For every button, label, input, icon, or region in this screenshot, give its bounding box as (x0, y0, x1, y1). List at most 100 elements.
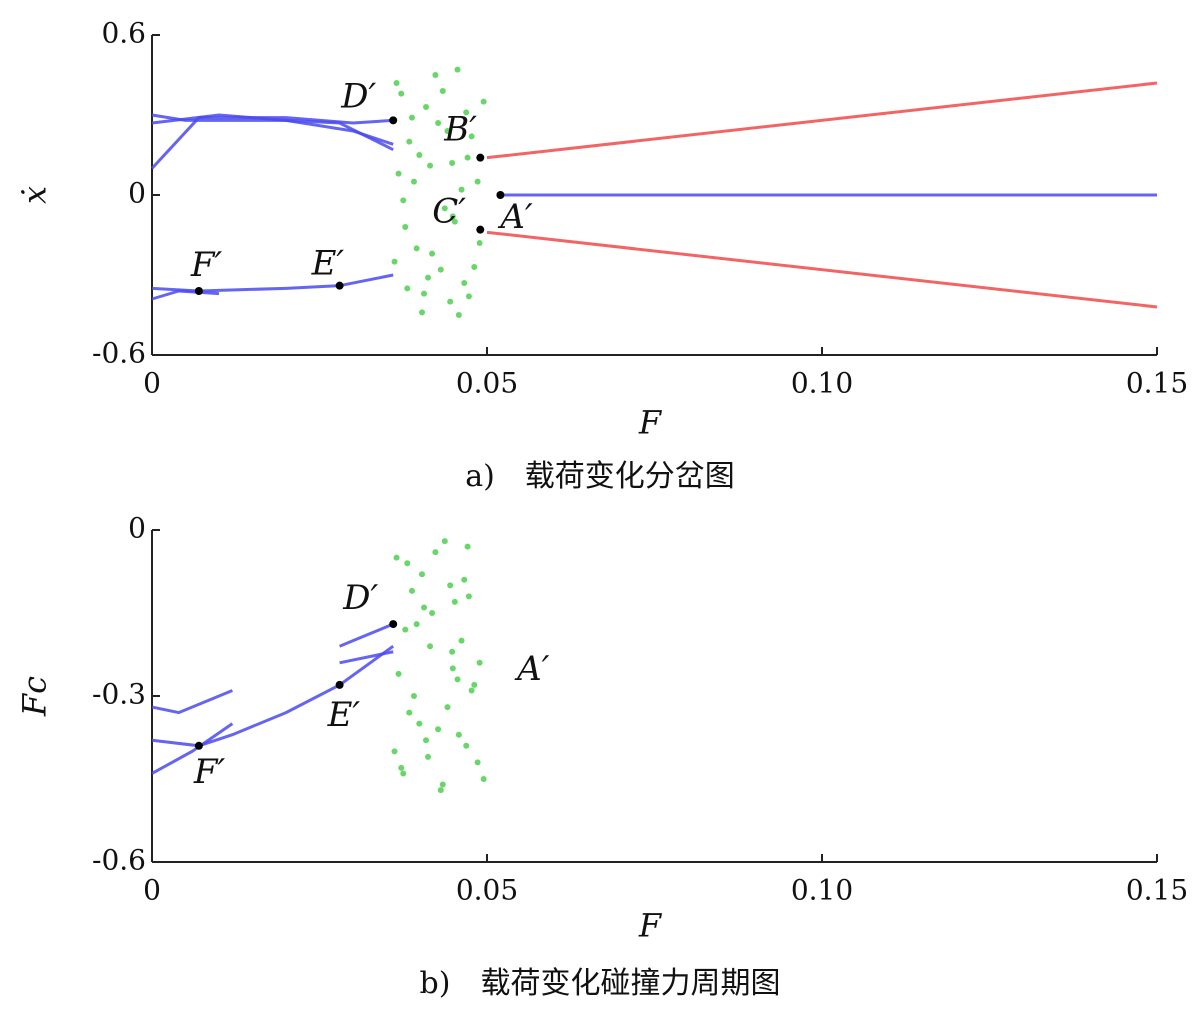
chaos-point (395, 670, 402, 677)
x-tick-label: 0.15 (1126, 874, 1188, 907)
point-label: F′ (193, 752, 226, 792)
chaos-point (429, 610, 436, 616)
marked-point (335, 680, 344, 689)
chaos-point (480, 98, 487, 105)
chaos-point (447, 298, 454, 305)
chaos-point (421, 290, 428, 297)
chaos-point (444, 128, 451, 134)
chaos-point (468, 687, 475, 694)
x-tick-label: 0.05 (456, 367, 518, 400)
marked-point (194, 741, 203, 750)
chaos-point (416, 152, 423, 158)
chaos-point (455, 731, 462, 738)
marked-point (496, 191, 505, 199)
x-axis-label: F (638, 404, 663, 442)
y-tick-label: -0.6 (92, 844, 146, 877)
chaos-point (402, 626, 409, 633)
chaos-point (441, 205, 448, 212)
chaos-point (413, 621, 420, 628)
chaos-point (404, 560, 411, 567)
marked-point (389, 620, 398, 629)
chaos-point (449, 213, 456, 220)
chaos-point (435, 726, 442, 733)
chaos-point (435, 120, 442, 126)
caption: a) 载荷变化分岔图 (465, 459, 735, 494)
point-label: B′ (443, 110, 477, 150)
branch-line (151, 289, 220, 301)
chaos-point (391, 748, 398, 755)
branch-line (151, 689, 233, 715)
chaos-point (423, 104, 430, 110)
point-label: F′ (190, 245, 223, 285)
branch-line (151, 113, 394, 146)
chaos-point (444, 704, 451, 711)
chaos-point (395, 170, 402, 177)
chaos-point (461, 280, 468, 286)
chaos-point (408, 114, 415, 121)
branch-line (339, 622, 394, 648)
chaos-point (393, 554, 400, 561)
chaos-point (413, 245, 420, 252)
chaos-point (400, 770, 407, 777)
chaos-point (425, 274, 432, 281)
branch-line (486, 230, 1158, 309)
branch-line (339, 650, 394, 665)
branch-line (486, 81, 1158, 160)
branch-line (151, 273, 394, 293)
chaos-point (398, 764, 405, 771)
chaos-point (463, 109, 470, 116)
x-tick-label: 0.15 (1126, 367, 1188, 400)
chaos-point (437, 266, 444, 273)
x-tick-label: 0.10 (791, 874, 853, 907)
x-tick-label: 0 (143, 367, 161, 400)
chaos-point (408, 587, 415, 594)
chaos-point (425, 753, 432, 760)
chaos-point (451, 598, 458, 605)
chaos-point (432, 549, 439, 556)
chaos-point (421, 604, 428, 611)
chaos-point (465, 593, 472, 600)
chaos-point (410, 178, 417, 185)
chaos-point (449, 648, 456, 655)
chaos-point (480, 776, 487, 782)
chaos-point (464, 154, 471, 161)
x-axis-label: F (638, 907, 663, 945)
x-tick-label: 0.05 (456, 874, 518, 907)
y-tick-label: -0.6 (92, 337, 146, 370)
chaos-point (402, 224, 409, 230)
chaos-point (476, 659, 483, 666)
marked-point (335, 281, 344, 290)
point-label: A′ (514, 649, 550, 689)
marked-point (476, 153, 485, 162)
marked-point (476, 225, 485, 234)
point-label: E′ (327, 695, 361, 735)
chaos-point (458, 637, 465, 644)
chaos-point (463, 742, 470, 749)
chaos-point (419, 571, 426, 578)
chaos-point (471, 264, 478, 270)
chaos-point (449, 160, 456, 166)
chaos-point (432, 72, 439, 78)
chaos-point (427, 162, 434, 169)
point-label: A′ (497, 197, 533, 237)
chaos-point (464, 543, 471, 550)
x-tick-label: 0 (143, 874, 161, 907)
branch-line (151, 644, 395, 748)
chaos-point (441, 538, 448, 545)
chaos-point (437, 787, 444, 794)
chaos-point (416, 720, 423, 727)
chaos-point (398, 90, 405, 97)
chaos-point (419, 309, 426, 316)
branch-line (151, 722, 234, 775)
x-tick-label: 0.10 (791, 367, 853, 400)
chaos-point (404, 285, 411, 292)
branch-line (150, 116, 394, 170)
chaos-point (400, 197, 407, 204)
y-axis-label: ẋ (16, 186, 54, 204)
chaos-point (476, 240, 483, 246)
point-label: D′ (342, 578, 378, 618)
chaos-point (391, 258, 398, 265)
y-tick-label: 0.6 (101, 17, 146, 50)
chaos-point (474, 178, 481, 185)
chaos-point (454, 676, 461, 683)
